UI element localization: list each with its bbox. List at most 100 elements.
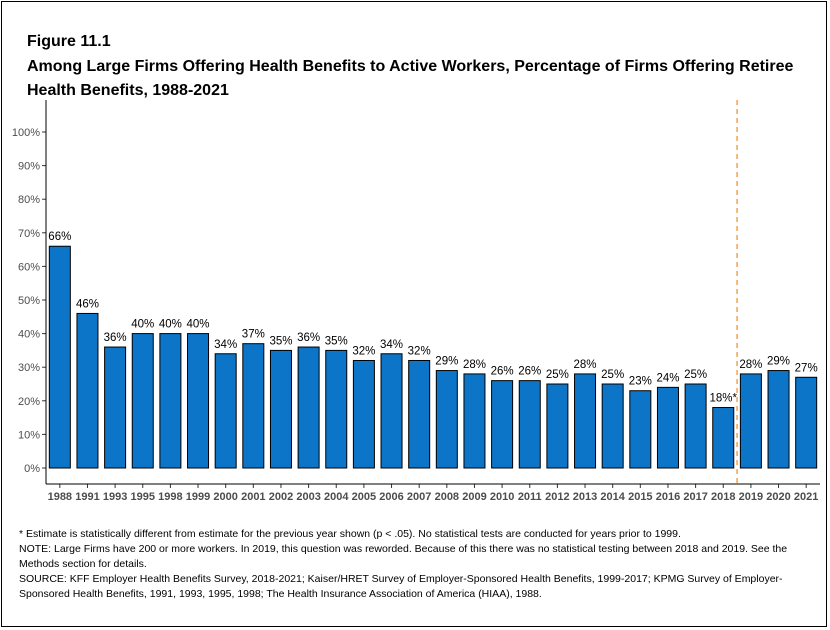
x-tick-label: 1993	[103, 491, 127, 503]
bar	[76, 312, 99, 469]
y-tick-label: 70%	[18, 228, 40, 240]
bar	[131, 333, 154, 469]
x-tick-label: 1999	[186, 491, 210, 503]
bar-value-label: 32%	[352, 345, 375, 357]
x-tick-label: 2016	[656, 491, 680, 503]
bar	[352, 359, 375, 469]
bar-value-label: 40%	[159, 319, 182, 331]
x-tick-label: 2000	[213, 491, 237, 503]
x-tick-label: 2018	[711, 491, 735, 503]
bar-value-label: 26%	[491, 366, 514, 378]
bar	[684, 383, 707, 469]
x-tick-label: 2021	[794, 491, 818, 503]
bar-value-label: 34%	[380, 339, 403, 351]
bar	[739, 373, 762, 469]
x-tick-label: 2002	[269, 491, 293, 503]
y-tick-label: 90%	[18, 161, 40, 173]
y-tick-label: 50%	[18, 295, 40, 307]
figure-title: Among Large Firms Offering Health Benefi…	[27, 58, 794, 99]
y-tick-label: 100%	[12, 127, 40, 139]
bar-value-label: 25%	[601, 369, 624, 381]
x-tick-label: 2019	[739, 491, 763, 503]
bar	[518, 380, 541, 469]
x-tick-label: 2006	[379, 491, 403, 503]
bar-value-label: 29%	[435, 356, 458, 368]
bar	[214, 353, 237, 469]
x-tick-label: 1995	[131, 491, 155, 503]
x-tick-label: 2017	[683, 491, 707, 503]
bar-value-label: 35%	[269, 335, 292, 347]
bar	[435, 370, 458, 469]
bar-value-label: 24%	[656, 372, 679, 384]
y-tick-label: 20%	[18, 396, 40, 408]
bar-value-label: 25%	[546, 369, 569, 381]
bar-value-label: 27%	[795, 362, 818, 374]
y-axis: 0% 10% 20% 30% 40% 50% 60% 70% 80% 90% 100%	[12, 100, 47, 484]
x-tick-label: 2008	[435, 491, 459, 503]
bar	[795, 376, 818, 469]
x-tick-label: 2015	[628, 491, 652, 503]
x-tick-label: 2011	[518, 491, 542, 503]
bar-value-label: 40%	[131, 319, 154, 331]
bar-value-label: 29%	[767, 356, 790, 368]
x-tick-label: 2001	[241, 491, 265, 503]
x-tick-label: 2007	[407, 491, 431, 503]
bar	[297, 346, 320, 469]
bar-value-label: 18%*	[710, 393, 738, 405]
bar	[104, 346, 127, 469]
figure-label: Figure 11.1	[27, 33, 111, 50]
bar	[242, 343, 265, 469]
y-tick-label: 40%	[18, 329, 40, 341]
x-tick-label: 2014	[600, 491, 625, 503]
bar	[380, 353, 403, 469]
bar	[269, 349, 292, 469]
bar-value-label: 28%	[574, 359, 597, 371]
bar-value-label: 28%	[463, 359, 486, 371]
x-tick-label: 2003	[296, 491, 320, 503]
footnote-significance: * Estimate is statistically different fr…	[19, 528, 681, 540]
bar-value-label: 25%	[684, 369, 707, 381]
bar	[48, 245, 71, 469]
bar	[546, 383, 569, 469]
bar	[656, 386, 679, 469]
y-tick-label: 60%	[18, 261, 40, 273]
bar	[767, 370, 790, 469]
bar-value-label: 66%	[48, 231, 71, 243]
bar-value-label: 36%	[297, 332, 320, 344]
x-tick-label: 1998	[158, 491, 182, 503]
y-tick-label: 10%	[18, 429, 40, 441]
bar-value-label: 32%	[408, 345, 431, 357]
x-tick-label: 2005	[352, 491, 376, 503]
y-tick-label: 30%	[18, 362, 40, 374]
bar-value-label: 26%	[518, 366, 541, 378]
x-tick-label: 1988	[48, 491, 72, 503]
bar	[325, 349, 348, 469]
footnote-source: SOURCE: KFF Employer Health Benefits Sur…	[19, 573, 783, 600]
bar-value-label: 46%	[76, 298, 99, 310]
bar	[187, 333, 210, 469]
bar	[491, 380, 514, 469]
bar-value-label: 34%	[214, 339, 237, 351]
x-axis: 1988 1991 1993 1995 1998 1999 2000 2001 2002 2003…	[46, 483, 820, 503]
x-tick-label: 2013	[573, 491, 597, 503]
bar	[712, 407, 735, 469]
bar	[408, 359, 431, 469]
bar	[574, 373, 597, 469]
bar-value-label: 36%	[104, 332, 127, 344]
bar	[629, 390, 652, 469]
footnotes: * Estimate is statistically different fr…	[19, 527, 809, 602]
bar-series: 66% 46% 36% 40% 40% 40% 34% 37% 35% 36% 35% 32% 34% 3…	[48, 231, 818, 469]
bar-value-label: 28%	[739, 359, 762, 371]
y-tick-label: 0%	[24, 463, 40, 475]
x-tick-label: 2009	[462, 491, 486, 503]
bar-value-label: 23%	[629, 376, 652, 388]
bar	[601, 383, 624, 469]
footnote-note: NOTE: Large Firms have 200 or more worke…	[19, 543, 788, 570]
x-tick-label: 2020	[766, 491, 790, 503]
x-tick-label: 1991	[75, 491, 99, 503]
bar	[463, 373, 486, 469]
bar-value-label: 37%	[242, 329, 265, 341]
bar	[159, 333, 182, 469]
